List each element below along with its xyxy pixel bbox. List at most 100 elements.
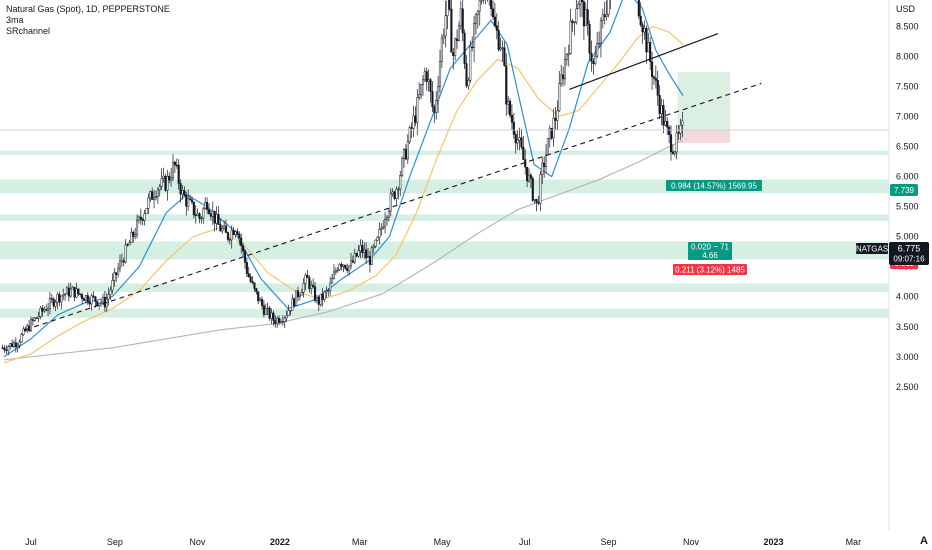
trendlines (25, 33, 762, 331)
candle-body (100, 301, 103, 304)
candle-body (132, 231, 135, 237)
candle-body (60, 295, 63, 303)
candle-body (535, 198, 538, 203)
candle-body (134, 234, 137, 237)
candle-body (357, 250, 360, 257)
candle-body (533, 198, 536, 201)
tradingview-logo[interactable]: A (920, 535, 928, 547)
candle-body (681, 120, 684, 126)
candle-body (183, 190, 186, 196)
stop-label-bg (673, 264, 747, 275)
candle-body (338, 264, 341, 271)
candle-body (272, 312, 275, 321)
y-tick-label: 8.000 (896, 51, 919, 61)
candle-body (599, 19, 602, 44)
candle-body (332, 271, 336, 279)
candle-body (264, 308, 267, 315)
candle-body (153, 197, 156, 200)
candle-body (497, 30, 500, 50)
candle-body (206, 201, 209, 210)
candle-body (249, 276, 252, 282)
candle-body (450, 8, 453, 53)
candle-body (221, 228, 224, 232)
mid-label-text-1: 0.020 ~ 71 (691, 243, 730, 252)
candle-body (516, 139, 519, 144)
candle-body (145, 208, 148, 214)
candle-body (240, 237, 243, 246)
candle-body (5, 349, 8, 352)
currency-label: USD (896, 4, 916, 14)
candle-body (291, 298, 294, 311)
candle-body (293, 298, 296, 306)
candle-body (302, 283, 305, 293)
candle-body (596, 43, 599, 57)
candle-body (126, 244, 129, 246)
candle-body (471, 46, 474, 49)
moving-averages (3, 0, 684, 364)
candle-body (438, 61, 442, 87)
candle-body (474, 14, 478, 24)
candle-body (554, 117, 557, 121)
candle-body (588, 23, 591, 54)
candle-body (18, 341, 21, 346)
candle-body (211, 210, 214, 217)
candle-body (673, 151, 676, 154)
candle-body (556, 110, 559, 121)
candle-body (295, 290, 298, 306)
candle-body (189, 198, 192, 201)
candle-body (590, 52, 593, 62)
x-tick-label: Sep (601, 537, 617, 547)
candle-body (268, 307, 271, 319)
candle-body (378, 229, 381, 238)
candles (1, 0, 684, 356)
candle-body (64, 293, 67, 296)
indicator-srchannel[interactable]: SRchannel (6, 26, 51, 36)
candle-body (401, 158, 404, 176)
y-tick-label: 3.500 (896, 322, 919, 332)
candle-body (45, 309, 48, 311)
candle-body (490, 0, 493, 9)
position-box (677, 72, 731, 143)
candle-body (412, 115, 415, 129)
candle-body (192, 201, 195, 216)
candle-body (510, 114, 513, 123)
candle-body (277, 318, 281, 323)
candle-body (652, 76, 656, 79)
candle-body (82, 298, 86, 301)
candle-body (669, 134, 673, 153)
candle-body (457, 25, 460, 41)
support-trendline (25, 82, 762, 331)
candle-body (253, 282, 256, 289)
candle-body (3, 347, 6, 351)
candle-body (255, 288, 258, 292)
sr-zone (0, 214, 889, 222)
candle-body (115, 272, 118, 275)
candle-body (11, 343, 14, 347)
candle-body (96, 301, 99, 306)
candle-body (274, 320, 277, 325)
candle-body (507, 100, 510, 105)
candle-body (84, 295, 87, 301)
candle-body (558, 83, 561, 112)
candle-body (582, 1, 585, 27)
indicator-3ma[interactable]: 3ma (6, 15, 24, 25)
candle-body (601, 14, 604, 21)
candle-body (563, 59, 567, 80)
candle-body (577, 3, 580, 10)
candle-body (575, 8, 578, 23)
candle-body (111, 280, 114, 291)
candle-body (651, 61, 654, 78)
candle-body (88, 301, 91, 305)
candle-body (529, 174, 532, 179)
candle-body (35, 317, 38, 319)
candle-body (501, 47, 504, 49)
candle-body (321, 293, 324, 300)
candle-body (404, 148, 407, 160)
candle-body (679, 125, 682, 134)
candle-body (228, 239, 231, 241)
candle-body (259, 299, 262, 302)
candle-body (605, 14, 608, 17)
candle-body (283, 317, 286, 322)
loss-zone (677, 129, 731, 143)
